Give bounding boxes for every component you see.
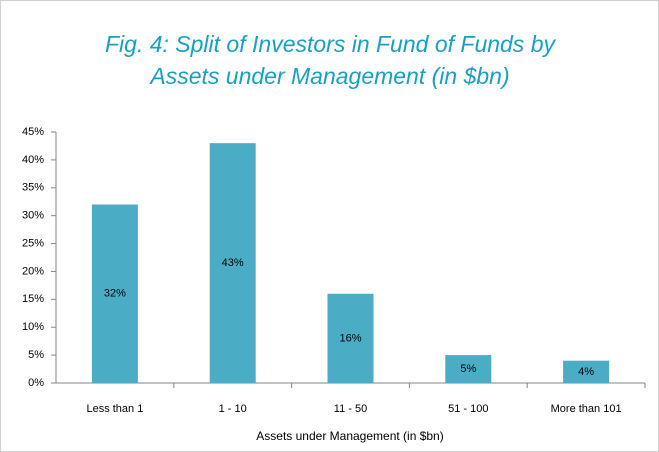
y-tick-label: 30% — [22, 210, 44, 222]
bar — [91, 204, 138, 383]
x-tick-label: 51 - 100 — [448, 403, 488, 415]
y-tick-label: 40% — [22, 154, 44, 166]
x-tick-label: Less than 1 — [86, 403, 143, 415]
chart-title: Fig. 4: Split of Investors in Fund of Fu… — [105, 31, 556, 57]
bar — [327, 293, 374, 383]
y-tick-label: 20% — [22, 265, 44, 277]
y-tick-label: 45% — [22, 126, 44, 138]
x-tick-label: 11 - 50 — [334, 403, 367, 415]
x-axis-title: Assets under Management (in $bn) — [256, 429, 443, 443]
y-tick-label: 25% — [22, 237, 44, 249]
y-tick-label: 5% — [28, 349, 44, 361]
data-label: 16% — [339, 332, 361, 344]
bar — [445, 355, 492, 383]
chart-title: Assets under Management (in $bn) — [148, 63, 509, 89]
bar — [209, 143, 256, 383]
y-tick-label: 35% — [22, 182, 44, 194]
y-tick-label: 15% — [22, 293, 44, 305]
y-tick-label: 0% — [28, 377, 44, 389]
data-label: 5% — [460, 363, 476, 375]
bar — [563, 360, 610, 383]
y-tick-label: 10% — [22, 321, 44, 333]
data-label: 32% — [104, 288, 126, 300]
data-label: 4% — [578, 366, 594, 378]
x-tick-label: More than 101 — [551, 403, 622, 415]
x-tick-label: 1 - 10 — [219, 403, 247, 415]
data-label: 43% — [222, 257, 244, 269]
